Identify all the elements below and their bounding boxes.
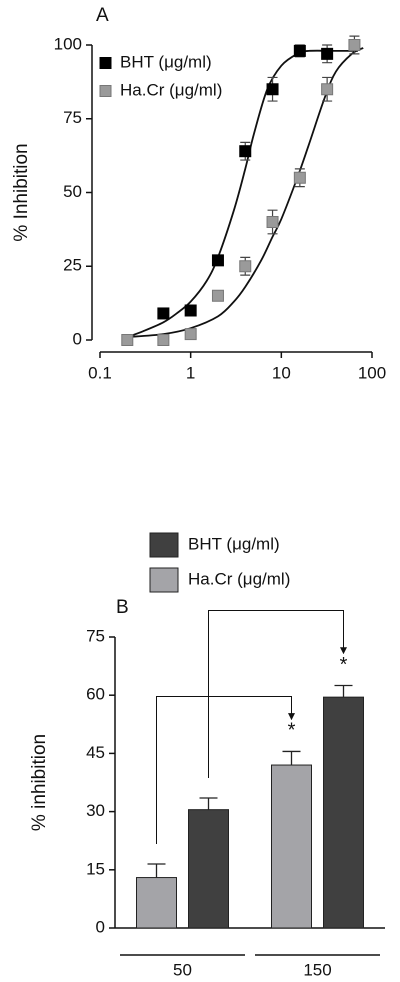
data-point <box>321 47 334 60</box>
comparison-bracket <box>208 610 347 779</box>
legend-label: BHT (μg/ml) <box>188 534 280 553</box>
data-point <box>157 334 170 346</box>
data-point <box>266 83 279 96</box>
error-bar <box>334 684 353 698</box>
legend-label: Ha.Cr (μg/ml) <box>120 80 222 99</box>
legend-label: Ha.Cr (μg/ml) <box>188 569 290 588</box>
data-point <box>121 334 134 346</box>
comparison-bracket <box>156 695 295 844</box>
data-point <box>184 328 197 341</box>
x-tick-label: 150 <box>303 960 331 979</box>
x-tick-label: 0.1 <box>88 363 112 382</box>
y-tick-label: 45 <box>86 743 105 762</box>
y-tick-label: 15 <box>86 859 105 878</box>
y-tick-label: 0 <box>96 917 105 936</box>
fit-curve <box>127 47 364 338</box>
legend-label: BHT (μg/ml) <box>120 52 212 71</box>
legend-swatch <box>99 57 112 69</box>
data-point <box>321 83 334 96</box>
data-point <box>239 260 252 273</box>
data-point <box>266 216 279 228</box>
x-tick-label: 50 <box>173 960 192 979</box>
x-tick-label: 1 <box>186 363 195 382</box>
bar <box>136 877 177 929</box>
significance-mark: * <box>340 654 348 676</box>
bar <box>271 764 312 929</box>
data-point <box>211 254 224 267</box>
error-bar <box>199 797 218 810</box>
error-bar <box>282 750 301 766</box>
data-point <box>211 289 224 302</box>
significance-mark: * <box>288 720 296 742</box>
panel-label: A <box>96 5 109 26</box>
panel-label: B <box>116 597 129 618</box>
y-axis-title: % inhibition <box>29 734 50 831</box>
error-bar <box>147 863 166 878</box>
y-tick-label: 30 <box>86 801 105 820</box>
x-tick-label: 10 <box>272 363 291 382</box>
y-tick-label: 75 <box>63 108 82 127</box>
y-tick-label: 50 <box>63 182 82 201</box>
bar <box>188 809 229 929</box>
data-point <box>184 304 197 317</box>
data-point <box>157 307 170 320</box>
legend-swatch <box>99 85 112 97</box>
y-tick-label: 25 <box>63 256 82 275</box>
y-tick-label: 60 <box>86 685 105 704</box>
bar <box>323 696 364 929</box>
y-tick-label: 75 <box>86 626 105 645</box>
legend-swatch <box>149 532 179 558</box>
data-point <box>293 44 306 57</box>
legend-swatch <box>149 567 179 593</box>
data-point <box>239 145 252 158</box>
x-tick-label: 100 <box>358 363 386 382</box>
y-tick-label: 100 <box>54 34 82 53</box>
y-axis-title: % Inhibition <box>11 143 32 241</box>
y-tick-label: 0 <box>73 329 82 348</box>
data-point <box>348 39 361 51</box>
data-point <box>293 171 306 184</box>
